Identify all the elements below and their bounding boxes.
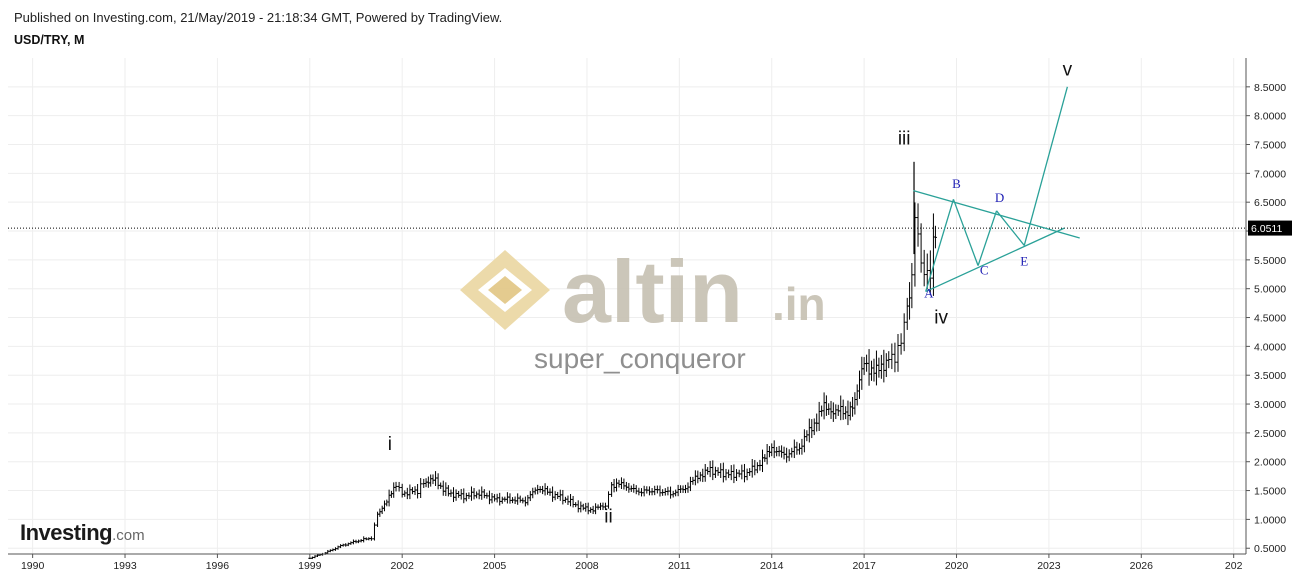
y-axis-ticks: 8.50008.00007.50007.00006.50006.00005.50… [1246,82,1286,555]
logo-name: Investing [20,520,113,545]
x-tick-label: 2026 [1130,560,1154,572]
y-tick-label: 8.5000 [1254,82,1286,94]
y-tick-label: 0.5000 [1254,543,1286,555]
watermark-brand-suffix: .in [772,278,826,330]
pattern-label: D [995,190,1004,205]
x-tick-label: 2014 [760,560,784,572]
investing-logo: Investing.com [20,520,145,546]
triangle-pattern [913,86,1080,293]
y-tick-label: 1.5000 [1254,486,1286,498]
pattern-line [913,190,1080,239]
wave-label: v [1063,59,1073,80]
x-tick-label: 2008 [575,560,599,572]
y-tick-label: 4.5000 [1254,313,1286,325]
x-tick-label: 2017 [852,560,876,572]
pattern-line [977,210,998,266]
watermark-author: super_conqueror [534,343,746,374]
pattern-line [1023,86,1069,246]
y-tick-label: 5.5000 [1254,255,1286,267]
x-tick-label: 2002 [391,560,415,572]
x-tick-label: 202 [1225,560,1243,572]
pattern-line [996,210,1025,246]
pattern-label: E [1020,254,1028,269]
published-caption: Published on Investing.com, 21/May/2019 … [14,10,503,25]
y-tick-label: 3.0000 [1254,399,1286,411]
altin-logo-icon [460,250,550,330]
x-tick-label: 1993 [113,560,137,572]
wave-label: ii [604,506,612,527]
pattern-line [952,199,979,266]
wave-label: iv [934,307,948,328]
pattern-label: C [980,262,989,277]
chart-grid [8,58,1246,554]
y-tick-label: 2.5000 [1254,428,1286,440]
pattern-label: A [924,285,934,300]
pattern-line [925,199,955,292]
x-tick-label: 2023 [1037,560,1061,572]
x-tick-label: 1996 [206,560,230,572]
pattern-label: B [952,176,961,191]
y-tick-label: 1.0000 [1254,514,1286,526]
x-axis-ticks: 1990 1993 1996 1999 2002 2005 2008 2011 2014 2017… [21,554,1243,572]
candle-series [308,161,937,560]
x-tick-label: 2020 [945,560,969,572]
y-tick-label: 7.5000 [1254,140,1286,152]
pattern-line [925,227,1065,293]
y-tick-label: 8.0000 [1254,111,1286,123]
y-tick-label: 2.0000 [1254,457,1286,469]
y-tick-label: 7.0000 [1254,168,1286,180]
y-tick-label: 6.5000 [1254,197,1286,209]
x-tick-label: 1990 [21,560,45,572]
last-price-tag: 6.0511 [1248,220,1292,236]
x-tick-label: 2005 [483,560,507,572]
logo-suffix: .com [112,527,145,544]
last-price-label: 6.0511 [1251,223,1282,235]
y-tick-label: 5.0000 [1254,284,1286,296]
wave-label: iii [898,129,911,150]
watermark: altin .in super_conqueror [460,242,826,374]
watermark-brand: altin [562,242,743,341]
wave-label: i [388,434,392,455]
symbol-title: USD/TRY, M [14,33,85,47]
y-tick-label: 4.0000 [1254,341,1286,353]
y-tick-label: 3.5000 [1254,370,1286,382]
x-tick-label: 2011 [668,560,691,572]
x-tick-label: 1999 [298,560,322,572]
